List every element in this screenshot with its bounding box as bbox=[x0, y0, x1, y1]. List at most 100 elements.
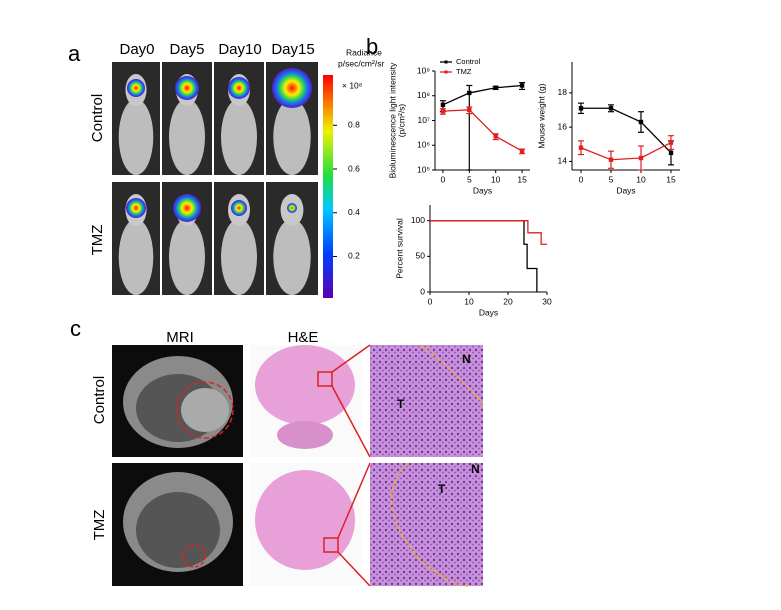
data-point bbox=[578, 106, 584, 111]
y-tick-label: 100 bbox=[411, 215, 425, 225]
mri-brain bbox=[136, 492, 220, 568]
y-tick-label: 16 bbox=[558, 121, 568, 131]
tumor-border bbox=[419, 344, 484, 406]
signal bbox=[175, 76, 199, 100]
colorbar-tick-label: 0.4 bbox=[348, 207, 360, 217]
y-axis-unit: (p/cm²/s) bbox=[396, 104, 406, 138]
zoom-line bbox=[331, 344, 371, 373]
y-tick-label: 10⁵ bbox=[417, 164, 430, 174]
data-point bbox=[493, 85, 498, 90]
colorbar-tick-label: 0.6 bbox=[348, 163, 360, 173]
x-tick-label: 5 bbox=[609, 174, 614, 184]
mouse-body bbox=[273, 99, 311, 175]
legend-marker bbox=[444, 60, 448, 64]
signal bbox=[173, 194, 201, 222]
y-tick-label: 0 bbox=[420, 286, 425, 296]
data-point bbox=[638, 155, 644, 161]
zoom-line bbox=[337, 462, 371, 539]
colorbar-title: Radiance bbox=[346, 47, 382, 57]
column-label: Day0 bbox=[119, 41, 154, 58]
mouse-body bbox=[118, 99, 154, 175]
column-label: Day15 bbox=[271, 41, 314, 58]
colorbar-tick-label: 0.8 bbox=[348, 120, 360, 130]
series-line bbox=[442, 109, 523, 152]
data-point bbox=[493, 134, 498, 139]
mouse-body bbox=[169, 219, 205, 295]
he-brain bbox=[255, 470, 355, 570]
mouse-body bbox=[221, 99, 257, 175]
signal bbox=[287, 203, 297, 213]
mouse-body bbox=[169, 99, 205, 175]
data-point bbox=[608, 106, 614, 111]
column-label: H&E bbox=[288, 329, 319, 346]
legend-marker bbox=[444, 70, 448, 74]
colorbar-unit: p/sec/cm²/sr bbox=[338, 58, 384, 68]
series-line bbox=[581, 107, 672, 154]
data-point bbox=[467, 107, 472, 113]
survival-curve bbox=[430, 220, 547, 245]
data-point bbox=[668, 150, 674, 156]
tumor-outline bbox=[182, 544, 206, 568]
x-tick-label: 10 bbox=[636, 174, 646, 184]
y-tick-label: 10⁷ bbox=[417, 115, 430, 125]
zoom-line bbox=[337, 551, 371, 587]
he-zoom bbox=[370, 463, 483, 586]
chart: 14 16 18 0 5 10 15 Days Mouse weight (g) bbox=[536, 62, 680, 195]
chart: 10⁵ 10⁶ 10⁷ 10⁸ 10⁹ 0 5 10 15 Days Bioluminescence… bbox=[387, 57, 530, 195]
row-label: TMZ bbox=[89, 225, 106, 256]
annotation: N bbox=[462, 352, 471, 366]
data-point bbox=[519, 83, 525, 88]
zoom-box bbox=[317, 371, 333, 387]
y-tick-label: 10⁶ bbox=[417, 140, 430, 150]
x-tick-label: 0 bbox=[428, 296, 433, 306]
colorbar-tick-label: 0.2 bbox=[348, 251, 360, 261]
annotation: T bbox=[397, 397, 405, 411]
x-tick-label: 15 bbox=[517, 174, 527, 184]
mouse-body bbox=[221, 219, 257, 295]
zoom-line bbox=[331, 385, 371, 458]
y-axis-label: Mouse weight (g) bbox=[536, 83, 546, 148]
data-point bbox=[608, 157, 614, 162]
column-label: Day5 bbox=[169, 41, 204, 58]
data-point bbox=[578, 145, 584, 150]
data-point bbox=[519, 148, 525, 154]
y-tick-label: 10⁸ bbox=[417, 90, 430, 100]
mouse-images bbox=[112, 62, 318, 295]
x-tick-label: 10 bbox=[491, 174, 501, 184]
imaging-panel: Day0 Day5 Day10 Day15 Control TMZ Radian… bbox=[89, 41, 384, 298]
y-axis-label: Bioluminescence light intensity bbox=[387, 62, 397, 179]
x-tick-label: 10 bbox=[464, 296, 474, 306]
mouse-body bbox=[118, 219, 154, 295]
data-point bbox=[467, 90, 472, 96]
chart: 0 50 100 0 10 20 30 Days Percent survival bbox=[394, 205, 552, 317]
x-axis-label: Days bbox=[473, 185, 492, 195]
column-label: MRI bbox=[166, 329, 194, 346]
zoom-box bbox=[323, 537, 339, 553]
data-point bbox=[638, 119, 644, 125]
legend-label: TMZ bbox=[456, 67, 472, 76]
mouse-body bbox=[273, 219, 311, 295]
panel-label: c bbox=[70, 316, 81, 341]
y-tick-label: 10⁹ bbox=[417, 65, 430, 75]
signal bbox=[231, 200, 247, 216]
y-tick-label: 50 bbox=[416, 251, 426, 261]
mri-tumor bbox=[181, 388, 229, 432]
series-line bbox=[442, 84, 523, 106]
annotation: T bbox=[438, 482, 446, 496]
data-point bbox=[668, 140, 674, 145]
he-brain bbox=[255, 345, 355, 425]
x-axis-label: Days bbox=[479, 307, 498, 317]
signal bbox=[126, 198, 146, 218]
column-label: Day10 bbox=[218, 41, 261, 58]
row-label: Control bbox=[91, 376, 108, 424]
signal bbox=[127, 79, 145, 97]
y-tick-label: 18 bbox=[558, 87, 568, 97]
histology-panel: MRI H&E Control TMZ T N T N bbox=[91, 329, 484, 587]
x-tick-label: 0 bbox=[579, 174, 584, 184]
signal bbox=[272, 68, 312, 108]
colorbar-multiplier: × 10⁸ bbox=[342, 80, 363, 90]
panel-label: a bbox=[68, 41, 81, 66]
series-line bbox=[580, 141, 672, 161]
colorbar bbox=[323, 75, 333, 298]
